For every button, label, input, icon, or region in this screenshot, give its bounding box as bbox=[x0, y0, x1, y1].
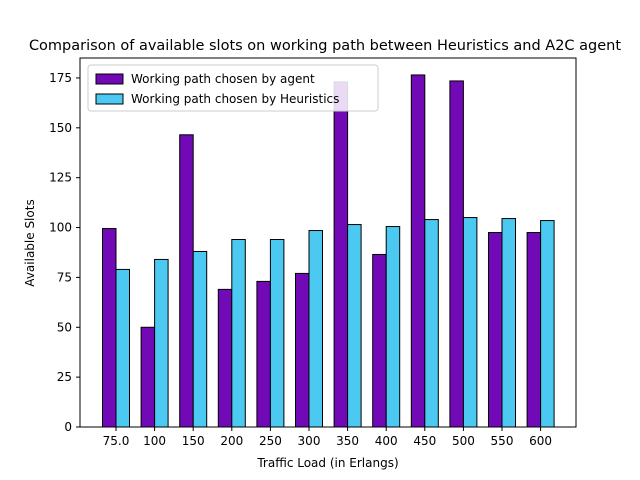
plot-area: 75.0 100 150 200 250 300 350 400 450 500 550 600 0 25… bbox=[49, 57, 577, 448]
bar-heuristics-75.0 bbox=[115, 268, 130, 428]
bar-agent-250 bbox=[256, 280, 271, 428]
bar-agent-200 bbox=[217, 288, 233, 428]
x-tick-label: 350 bbox=[336, 434, 359, 448]
bar-agent-600 bbox=[526, 232, 542, 428]
bar-heuristics-450 bbox=[424, 219, 439, 428]
x-tick-label: 600 bbox=[529, 434, 552, 448]
bar-agent-400 bbox=[372, 253, 387, 428]
y-tick-label: 150 bbox=[49, 121, 72, 135]
x-tick-label: 500 bbox=[452, 434, 475, 448]
bar-agent-350 bbox=[333, 81, 349, 428]
y-tick-label: 25 bbox=[57, 370, 72, 384]
axes-frame bbox=[79, 57, 577, 428]
y-tick-label: 100 bbox=[49, 221, 72, 235]
legend: Working path chosen by agent Working path… bbox=[87, 64, 379, 112]
bar-heuristics-500 bbox=[462, 217, 478, 428]
x-tick-label: 100 bbox=[143, 434, 166, 448]
bar-agent-75.0 bbox=[102, 228, 117, 428]
bar-heuristics-300 bbox=[308, 230, 323, 428]
bar-agent-450 bbox=[410, 74, 426, 428]
x-tick-label: 450 bbox=[413, 434, 436, 448]
bar-heuristics-250 bbox=[269, 239, 285, 428]
x-axis-label: Traffic Load (in Erlangs) bbox=[256, 456, 398, 470]
x-tick-label: 150 bbox=[182, 434, 205, 448]
legend-box bbox=[87, 64, 379, 112]
bar-agent-550 bbox=[488, 232, 503, 428]
bar-heuristics-100 bbox=[154, 258, 169, 428]
x-tick-label: 300 bbox=[298, 434, 321, 448]
y-tick-label: 75 bbox=[57, 270, 72, 284]
bar-agent-300 bbox=[295, 272, 310, 428]
legend-label-agent: Working path chosen by agent bbox=[131, 72, 315, 86]
x-tick-label: 75.0 bbox=[103, 434, 130, 448]
bar-heuristics-400 bbox=[385, 226, 401, 428]
legend-label-heuristics: Working path chosen by Heuristics bbox=[131, 92, 339, 106]
y-tick-label: 175 bbox=[49, 71, 72, 85]
legend-swatch-agent bbox=[95, 73, 124, 85]
x-tick-label: 200 bbox=[220, 434, 243, 448]
y-tick-label: 125 bbox=[49, 171, 72, 185]
x-tick-label: 550 bbox=[491, 434, 514, 448]
legend-swatch-heuristics bbox=[95, 93, 124, 105]
x-tick-label: 400 bbox=[375, 434, 398, 448]
bar-heuristics-200 bbox=[231, 239, 246, 428]
bar-heuristics-350 bbox=[347, 224, 362, 428]
bar-heuristics-550 bbox=[501, 218, 516, 428]
bar-heuristics-600 bbox=[540, 220, 555, 428]
y-tick-label: 50 bbox=[57, 320, 72, 334]
bar-agent-150 bbox=[179, 134, 194, 428]
y-axis-label: Available Slots bbox=[23, 199, 37, 286]
chart-title: Comparison of available slots on working… bbox=[29, 38, 621, 54]
bar-agent-500 bbox=[449, 80, 464, 428]
bar-heuristics-150 bbox=[192, 250, 208, 428]
x-tick-label: 250 bbox=[259, 434, 282, 448]
y-tick-label: 0 bbox=[64, 420, 72, 434]
bar-agent-100 bbox=[140, 326, 156, 428]
